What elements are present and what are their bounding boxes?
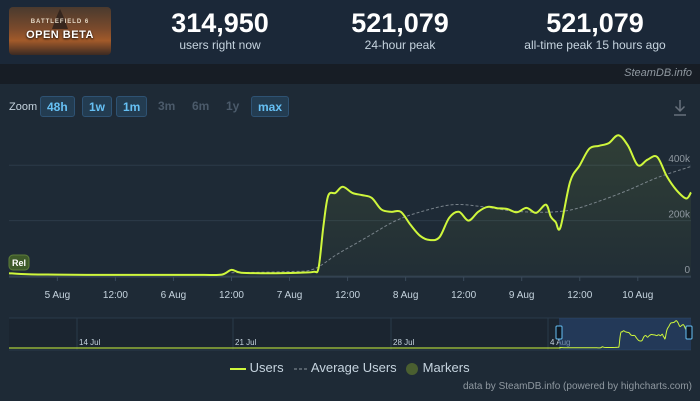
- average-legend-swatch: [294, 368, 308, 370]
- x-tick-label: 6 Aug: [161, 290, 187, 301]
- x-tick-label: 10 Aug: [622, 290, 653, 301]
- zoom-max-button[interactable]: max: [251, 96, 290, 117]
- release-marker[interactable]: Rel: [8, 254, 30, 271]
- navigator-tick-label: 21 Jul: [235, 338, 257, 347]
- stat-24h-peak: 521,079 24-hour peak: [330, 8, 470, 53]
- marker-label: Rel: [12, 258, 26, 268]
- stat-value: 521,079: [546, 8, 644, 38]
- users-line[interactable]: [8, 134, 692, 277]
- y-axis-labels: 0 200k 400k: [668, 154, 691, 276]
- zoom-1y-button[interactable]: 1y: [226, 99, 240, 113]
- y-tick-label: 200k: [668, 210, 691, 221]
- navigator-line: [9, 320, 691, 349]
- x-tick-label: 12:00: [103, 290, 128, 301]
- x-tick-label: 9 Aug: [509, 290, 535, 301]
- users-legend-swatch: [230, 367, 246, 370]
- markers-legend-swatch: [406, 362, 418, 375]
- zoom-label: Zoom: [9, 101, 38, 113]
- game-logo[interactable]: BATTLEFIELD 6 OPEN BETA: [9, 7, 111, 55]
- average-users-line: [231, 166, 692, 274]
- logo-title: OPEN BETA: [26, 29, 94, 41]
- x-tick-label: 12:00: [335, 290, 360, 301]
- stat-label: all-time peak 15 hours ago: [524, 38, 666, 52]
- stat-label: 24-hour peak: [364, 38, 436, 52]
- chart-credit[interactable]: data by SteamDB.info (powered by highcha…: [463, 381, 692, 392]
- stat-label: users right now: [179, 38, 261, 52]
- x-tick-label: 12:00: [451, 290, 476, 301]
- stat-value: 521,079: [351, 8, 449, 38]
- stats-header: BATTLEFIELD 6 OPEN BETA 314,950 users ri…: [0, 0, 700, 64]
- legend-label: Markers: [422, 360, 470, 375]
- zoom-3m-button[interactable]: 3m: [158, 99, 176, 113]
- x-tick-label: 7 Aug: [277, 290, 303, 301]
- zoom-1w-button[interactable]: 1w: [82, 96, 113, 117]
- steamdb-brand[interactable]: SteamDB.info: [624, 67, 692, 79]
- legend-label: Average Users: [310, 360, 397, 375]
- navigator-tick-label: 28 Jul: [393, 338, 415, 347]
- zoom-1m-button[interactable]: 1m: [116, 96, 148, 117]
- users-area: [9, 135, 691, 276]
- zoom-48h-button[interactable]: 48h: [40, 96, 75, 117]
- x-tick-label: 12:00: [219, 290, 244, 301]
- download-icon[interactable]: [673, 99, 687, 117]
- stat-users-now: 314,950 users right now: [150, 8, 290, 53]
- legend-item-markers[interactable]: Markers: [405, 360, 470, 378]
- stat-all-time-peak: 521,079 all-time peak 15 hours ago: [520, 8, 670, 53]
- x-tick-label: 5 Aug: [45, 290, 71, 301]
- navigator-right-handle[interactable]: [685, 325, 693, 340]
- logo-top-text: BATTLEFIELD 6: [30, 19, 90, 25]
- y-tick-label: 400k: [668, 154, 691, 165]
- navigator-left-handle[interactable]: [555, 325, 563, 340]
- legend-item-users[interactable]: Users: [230, 360, 284, 378]
- x-axis-labels: 5 Aug 12:00 6 Aug 12:00 7 Aug 12:00 8 Aug 12:00…: [9, 276, 691, 301]
- navigator-selection[interactable]: [559, 318, 691, 350]
- navigator-tick-label: 14 Jul: [79, 338, 101, 347]
- legend-label: Users: [249, 360, 284, 375]
- brand-bar: SteamDB.info: [0, 64, 700, 84]
- legend-item-average-users[interactable]: Average Users: [294, 360, 397, 378]
- zoom-6m-button[interactable]: 6m: [192, 99, 210, 113]
- stat-value: 314,950: [171, 8, 269, 38]
- x-tick-label: 12:00: [567, 290, 592, 301]
- x-tick-label: 8 Aug: [393, 290, 419, 301]
- y-tick-label: 0: [684, 265, 690, 276]
